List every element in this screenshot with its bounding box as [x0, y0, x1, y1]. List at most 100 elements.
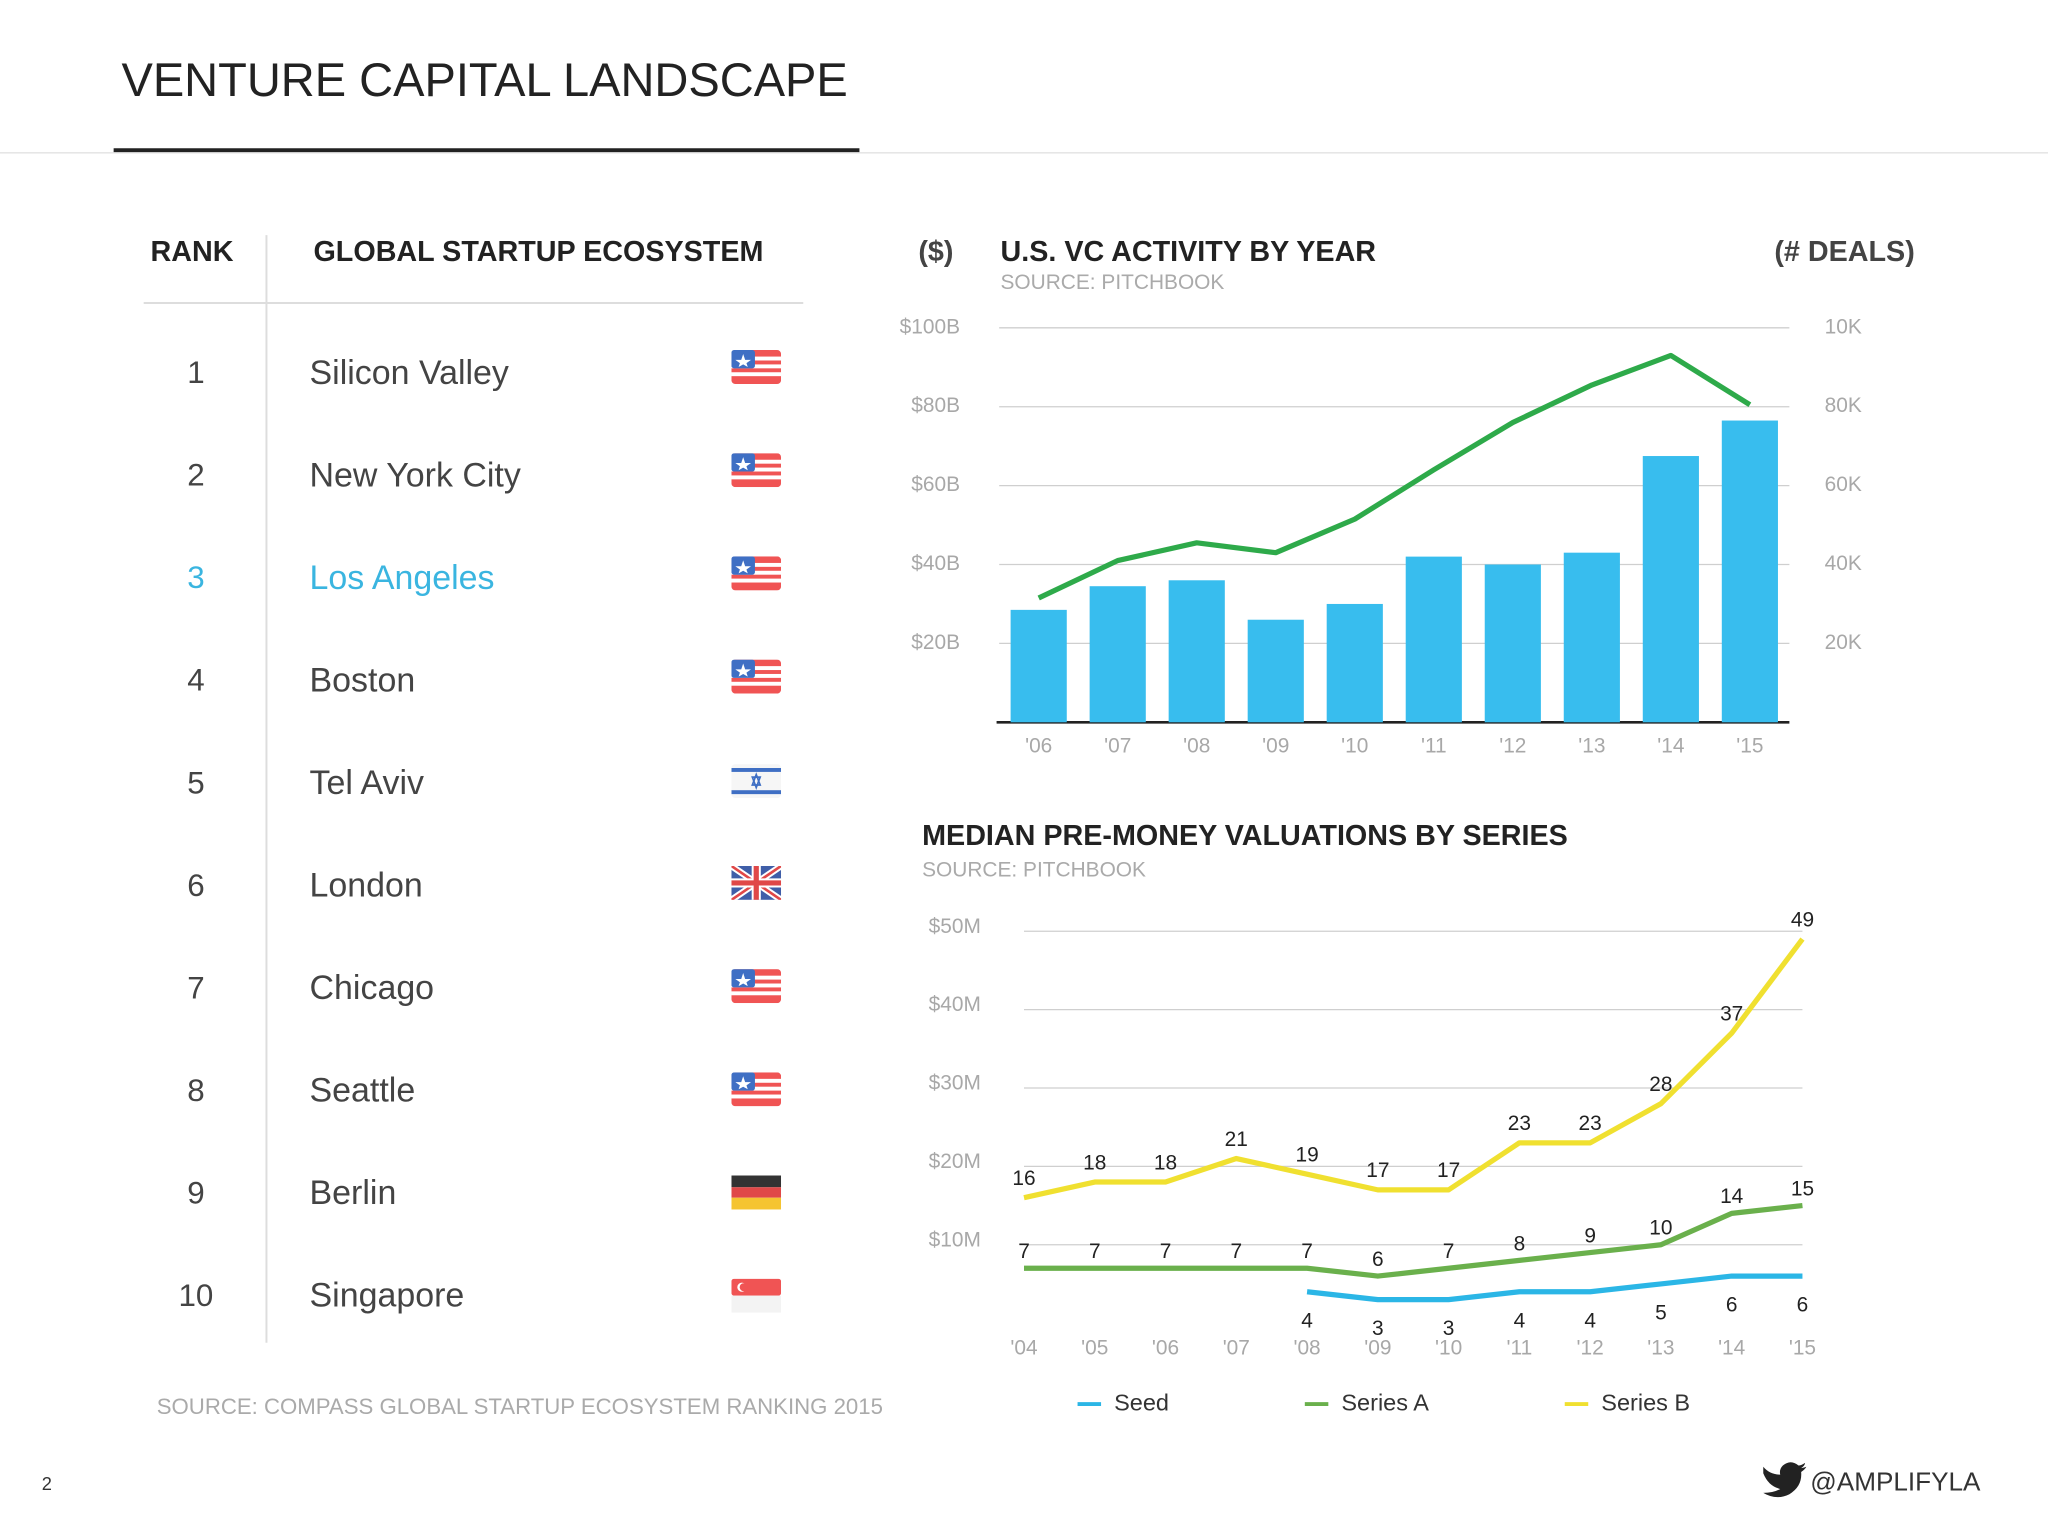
- data-label: 15: [1791, 1177, 1814, 1200]
- rank: 8: [187, 1073, 204, 1108]
- legend-label: Seed: [1114, 1389, 1169, 1415]
- x-tick-label: '13: [1578, 735, 1605, 758]
- bar: [1721, 420, 1778, 723]
- bar: [1642, 456, 1699, 723]
- bar: [1405, 556, 1462, 723]
- chart-title: MEDIAN PRE-MONEY VALUATIONS BY SERIES: [922, 820, 1568, 852]
- data-label: 7: [1160, 1240, 1172, 1263]
- flag: [731, 350, 782, 384]
- x-tick-label: '12: [1577, 1337, 1604, 1360]
- y-tick-label: $10M: [929, 1228, 981, 1251]
- data-label: 3: [1443, 1317, 1455, 1340]
- data-label: 49: [1791, 908, 1814, 931]
- x-tick-label: '11: [1507, 1337, 1533, 1360]
- y-tick-label: $60B: [911, 473, 960, 496]
- flag: [731, 556, 782, 591]
- data-label: 6: [1726, 1294, 1738, 1317]
- x-tick-label: '07: [1104, 735, 1131, 758]
- y2-tick-label: 20K: [1825, 631, 1862, 654]
- data-label: 7: [1018, 1240, 1030, 1263]
- data-label: 37: [1720, 1002, 1743, 1025]
- flags: [731, 350, 782, 1313]
- x-tick-label: '06: [1152, 1337, 1179, 1360]
- flag: [731, 453, 782, 488]
- bar: [1484, 564, 1541, 723]
- bar: [1010, 609, 1067, 723]
- city: Tel Aviv: [310, 764, 424, 802]
- x-tick-label: '05: [1081, 1337, 1108, 1360]
- data-label: 4: [1514, 1309, 1526, 1332]
- city: Singapore: [310, 1277, 465, 1315]
- data-label: 23: [1508, 1112, 1531, 1135]
- x-tick-label: '08: [1183, 735, 1210, 758]
- city: New York City: [310, 456, 521, 494]
- table-header: RANK: [151, 236, 234, 268]
- y-tick-label: $30M: [929, 1072, 981, 1095]
- rank: 6: [187, 868, 204, 903]
- data-label: 5: [1655, 1301, 1667, 1324]
- slide-title: VENTURE CAPITAL LANDSCAPE: [121, 53, 847, 106]
- x-tick-label: '10: [1435, 1337, 1462, 1360]
- y2-axis-label: (# DEALS): [1774, 236, 1914, 268]
- data-label: 9: [1584, 1224, 1596, 1247]
- data-label: 4: [1301, 1309, 1313, 1332]
- data-label: 8: [1514, 1232, 1526, 1255]
- chart-subtitle: SOURCE: PITCHBOOK: [922, 859, 1146, 882]
- x-tick-label: '09: [1364, 1337, 1391, 1360]
- x-tick-label: '13: [1647, 1337, 1674, 1360]
- data-label: 28: [1649, 1073, 1672, 1096]
- page-number: 2: [42, 1473, 52, 1494]
- bar: [1563, 552, 1620, 723]
- city: London: [310, 866, 423, 904]
- y-tick-label: $50M: [929, 915, 981, 938]
- flag: [731, 659, 782, 694]
- rank: 5: [187, 765, 204, 800]
- data-label: 7: [1230, 1240, 1242, 1263]
- city: Silicon Valley: [310, 354, 509, 392]
- y-tick-label: $20M: [929, 1150, 981, 1173]
- x-tick-label: '15: [1736, 735, 1763, 758]
- city: Chicago: [310, 969, 435, 1007]
- data-label: 3: [1372, 1317, 1384, 1340]
- x-tick-label: '04: [1010, 1337, 1037, 1360]
- x-tick-label: '06: [1025, 735, 1052, 758]
- rank: 3: [187, 560, 204, 595]
- x-tick-label: '14: [1718, 1337, 1745, 1360]
- line: [1023, 1202, 1803, 1279]
- line: [1037, 352, 1752, 601]
- data-label: 18: [1154, 1151, 1177, 1174]
- rank: 4: [187, 663, 204, 698]
- y-tick-label: $100B: [900, 315, 960, 338]
- table-header: GLOBAL STARTUP ECOSYSTEM: [313, 236, 763, 268]
- bar: [1326, 603, 1383, 723]
- data-label: 18: [1083, 1151, 1106, 1174]
- data-label: 7: [1301, 1240, 1313, 1263]
- data-label: 14: [1720, 1185, 1743, 1208]
- data-label: 6: [1372, 1248, 1384, 1271]
- data-label: 7: [1443, 1240, 1455, 1263]
- x-tick-label: '12: [1499, 735, 1526, 758]
- data-label: 10: [1649, 1217, 1672, 1240]
- line: [1306, 1273, 1803, 1303]
- data-label: 16: [1012, 1167, 1035, 1190]
- legend-label: Series A: [1341, 1389, 1429, 1415]
- flag: [731, 969, 782, 1004]
- flag: [731, 1072, 782, 1107]
- flag: [731, 866, 781, 900]
- data-label: 21: [1225, 1128, 1248, 1151]
- rank: 9: [187, 1175, 204, 1210]
- twitter-handle: @AMPLIFYLA: [1810, 1467, 1981, 1497]
- bar: [1089, 586, 1146, 723]
- x-tick-label: '11: [1421, 735, 1447, 758]
- chart-subtitle: SOURCE: PITCHBOOK: [1000, 271, 1224, 294]
- flag: [731, 764, 782, 799]
- bar: [1247, 619, 1304, 723]
- city: Berlin: [310, 1174, 397, 1212]
- data-label: 19: [1295, 1143, 1318, 1166]
- y2-tick-label: 10K: [1825, 315, 1862, 338]
- y-tick-label: $40B: [911, 552, 960, 575]
- y-tick-label: $20B: [911, 631, 960, 654]
- y2-tick-label: 80K: [1825, 394, 1862, 417]
